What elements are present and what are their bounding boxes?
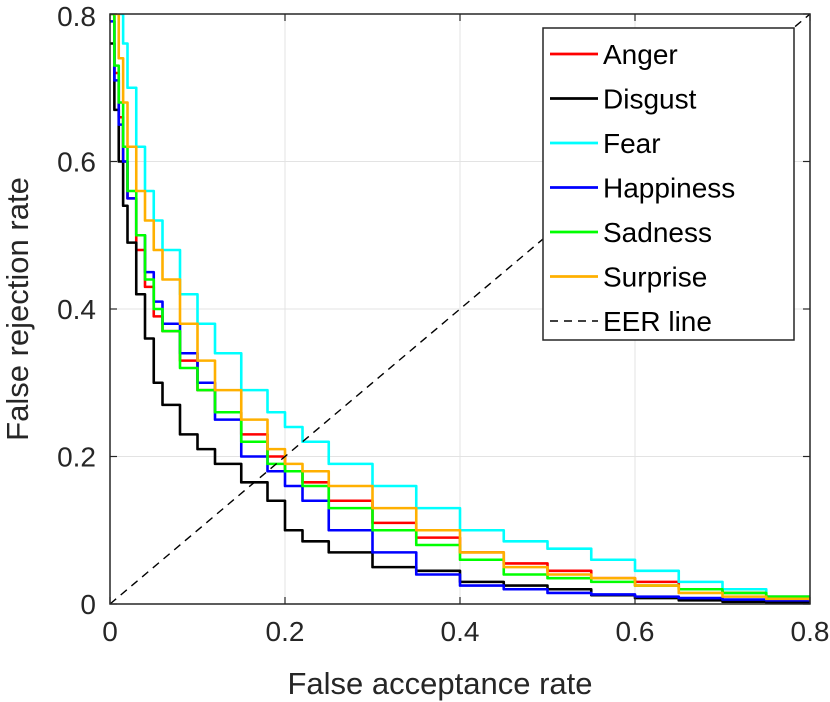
x-tick-label: 0.4 xyxy=(441,616,480,647)
x-tick-label: 0 xyxy=(102,616,118,647)
x-tick-label: 0.8 xyxy=(791,616,830,647)
legend-label-anger: Anger xyxy=(603,39,678,70)
x-axis-title: False acceptance rate xyxy=(287,666,592,701)
tick-labels: 0 0.2 0.4 0.6 0.8 0 0.2 0.4 0.6 0.8 xyxy=(57,1,829,647)
legend-box xyxy=(542,27,795,341)
legend: Anger Disgust Fear Happiness Sadness Surprise… xyxy=(542,27,795,341)
tick-marks xyxy=(109,13,811,605)
legend-label-eer-line: EER line xyxy=(603,306,712,337)
y-tick-label: 0.4 xyxy=(57,294,96,325)
legend-label-sadness: Sadness xyxy=(603,217,712,248)
x-tick-label: 0.2 xyxy=(266,616,305,647)
legend-label-disgust: Disgust xyxy=(603,84,697,115)
y-tick-label: 0 xyxy=(80,589,96,620)
legend-label-surprise: Surprise xyxy=(603,262,707,293)
x-tick-label: 0.6 xyxy=(616,616,655,647)
legend-label-happiness: Happiness xyxy=(603,173,735,204)
y-axis-title: False rejection rate xyxy=(0,177,35,441)
series-line-surprise xyxy=(114,14,810,601)
y-tick-label: 0.6 xyxy=(57,147,96,178)
legend-label-fear: Fear xyxy=(603,128,661,159)
series-line-fear xyxy=(118,14,810,601)
y-tick-label: 0.8 xyxy=(57,1,96,32)
series-line-happiness xyxy=(110,20,810,602)
y-tick-label: 0.2 xyxy=(57,442,96,473)
